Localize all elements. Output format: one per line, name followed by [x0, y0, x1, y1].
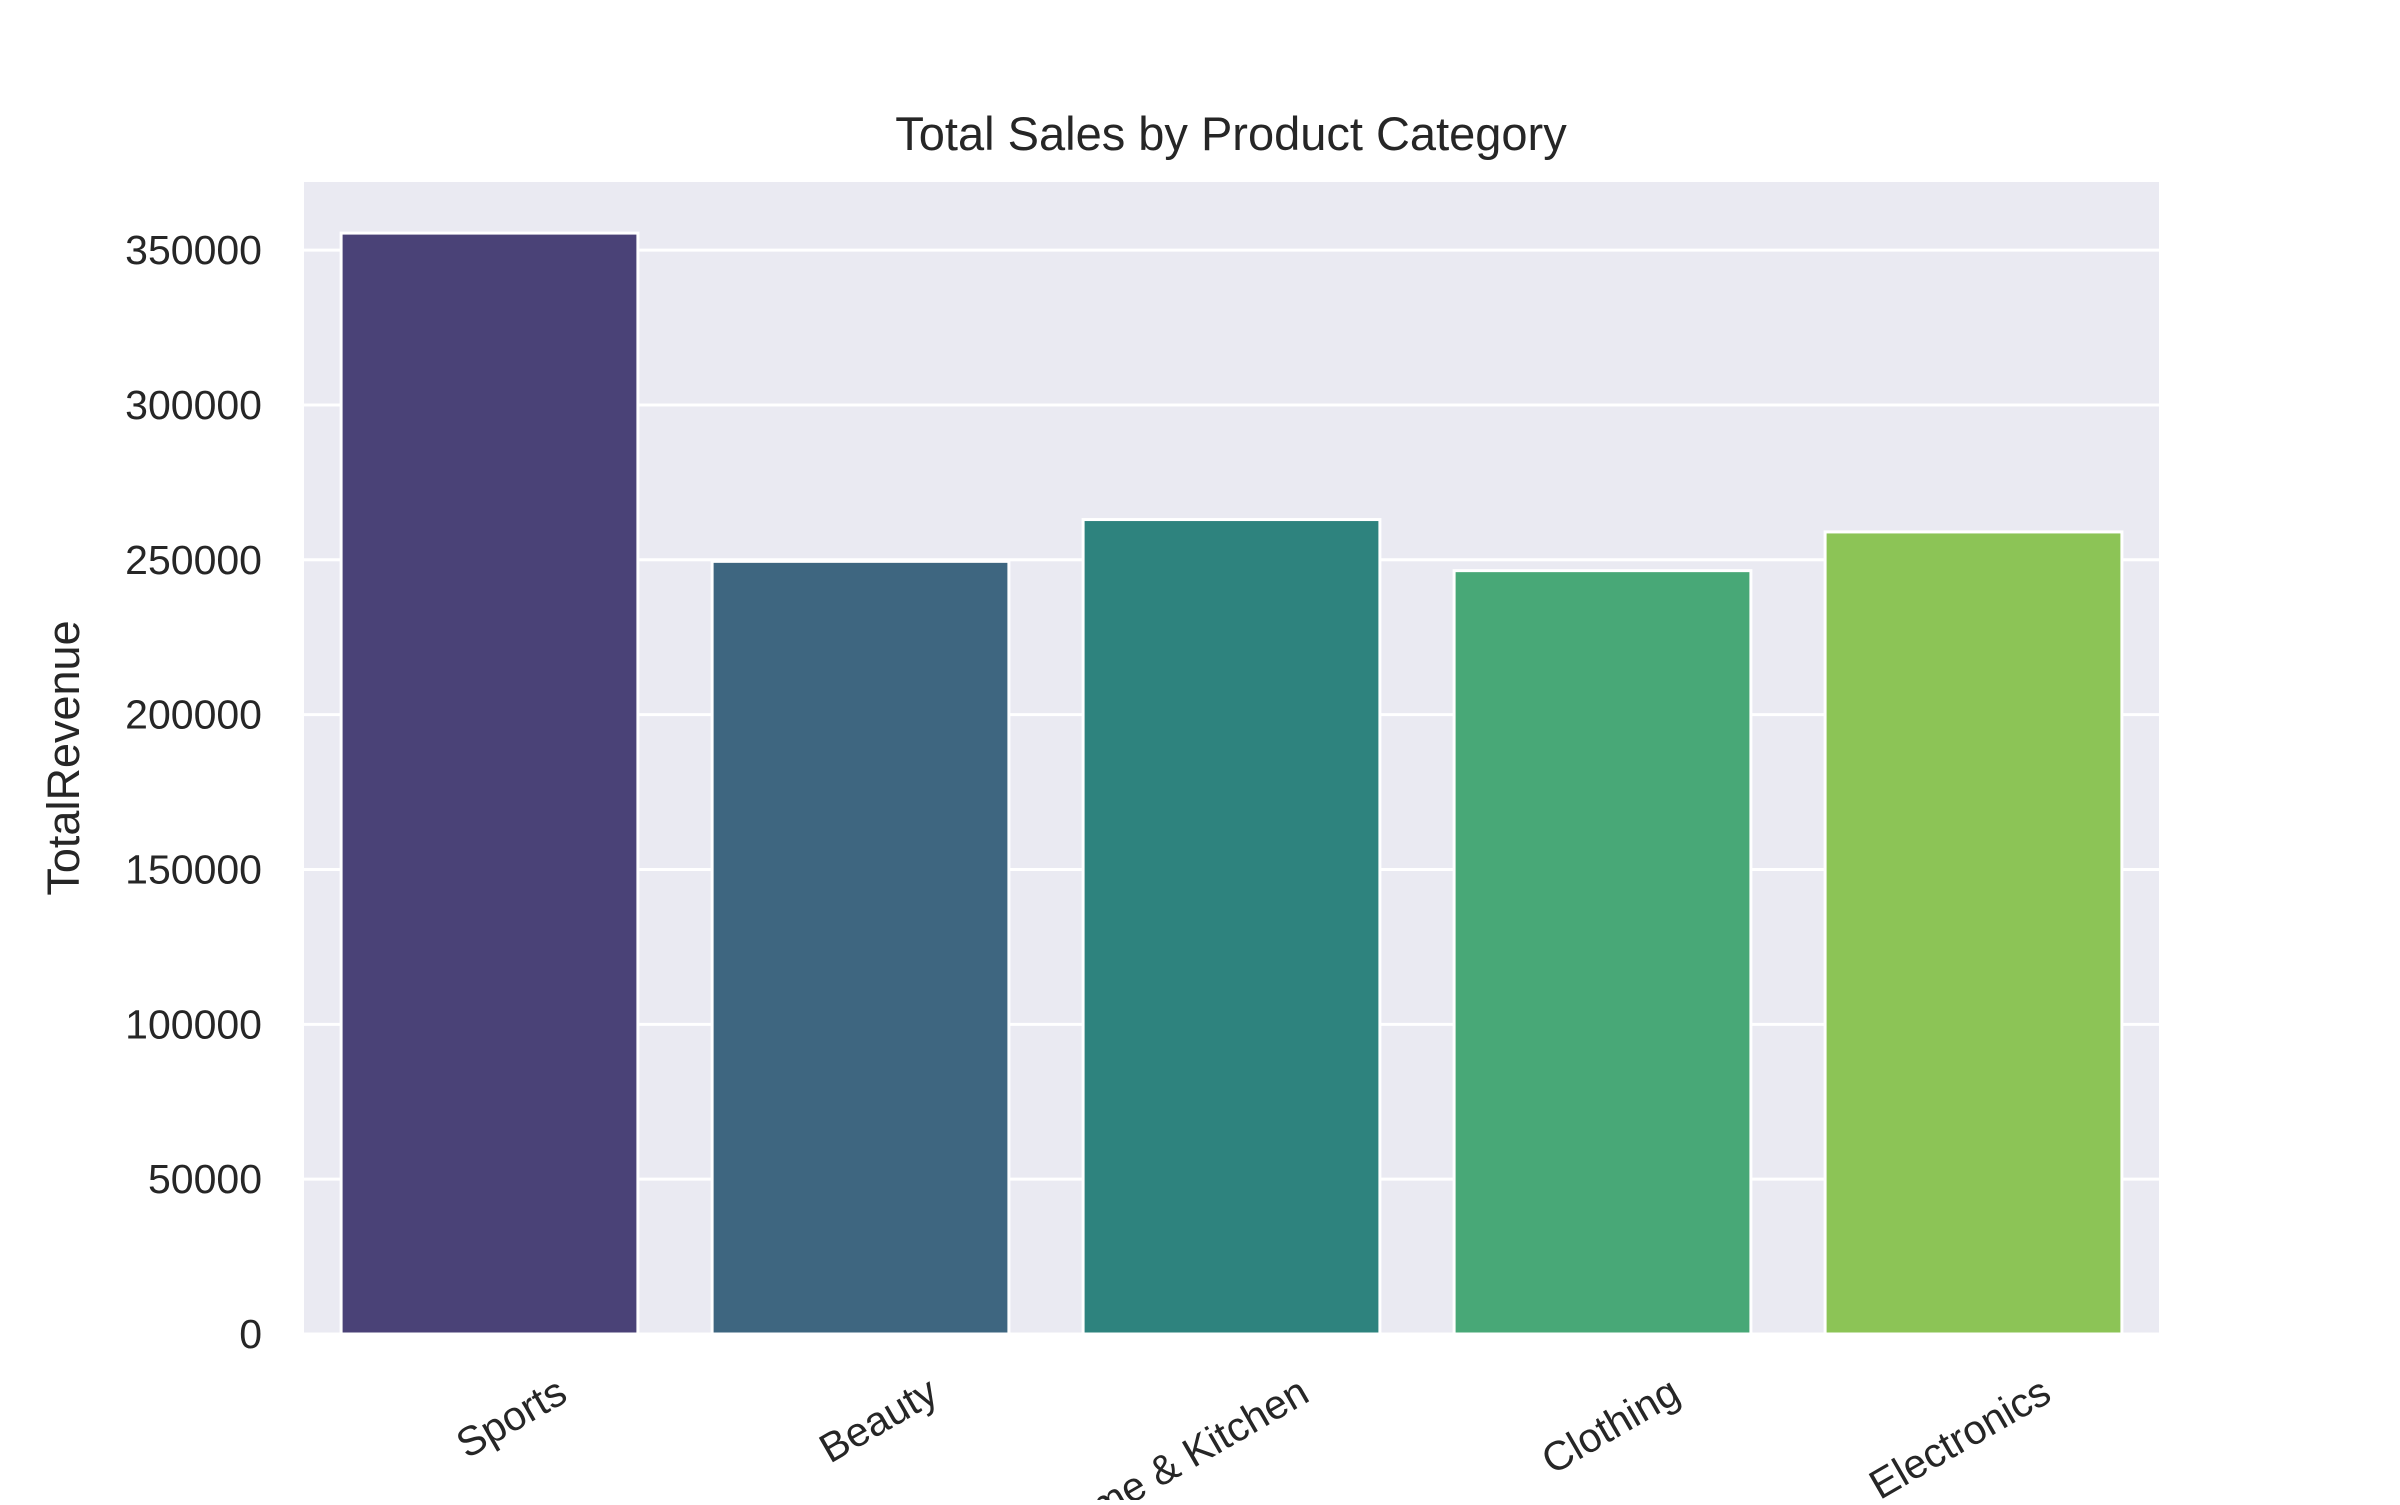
- y-tick-label: 200000: [125, 692, 262, 738]
- y-tick-label: 0: [239, 1311, 262, 1357]
- y-tick-label: 50000: [148, 1156, 262, 1202]
- y-tick-label: 250000: [125, 537, 262, 583]
- y-tick-label: 300000: [125, 382, 262, 428]
- x-tick-label: Sports: [448, 1368, 574, 1467]
- bars: [339, 231, 2124, 1336]
- y-tick-label: 350000: [125, 227, 262, 273]
- y-axis-label: TotalRevenue: [38, 620, 89, 895]
- x-tick-label: Electronics: [1861, 1368, 2058, 1500]
- y-tick-label: 100000: [125, 1001, 262, 1047]
- y-tick-labels: 0 50000 100000 150000 200000 250000 300000 3500…: [125, 227, 262, 1357]
- x-tick-labels: Sports Beauty Home & Kitchen Clothing Electr…: [448, 1368, 2058, 1505]
- bar-beauty: [710, 559, 1011, 1336]
- chart-title: Total Sales by Product Category: [895, 107, 1567, 160]
- y-tick-label: 150000: [125, 846, 262, 892]
- bar-sports: [339, 231, 640, 1336]
- x-tick-label: Beauty: [811, 1368, 945, 1472]
- x-tick-label: Home & Kitchen: [1036, 1368, 1316, 1500]
- bar-electronics: [1823, 530, 2124, 1336]
- bar-home-kitchen: [1081, 518, 1382, 1336]
- x-tick-label: Clothing: [1534, 1368, 1687, 1483]
- bar-clothing: [1452, 569, 1753, 1336]
